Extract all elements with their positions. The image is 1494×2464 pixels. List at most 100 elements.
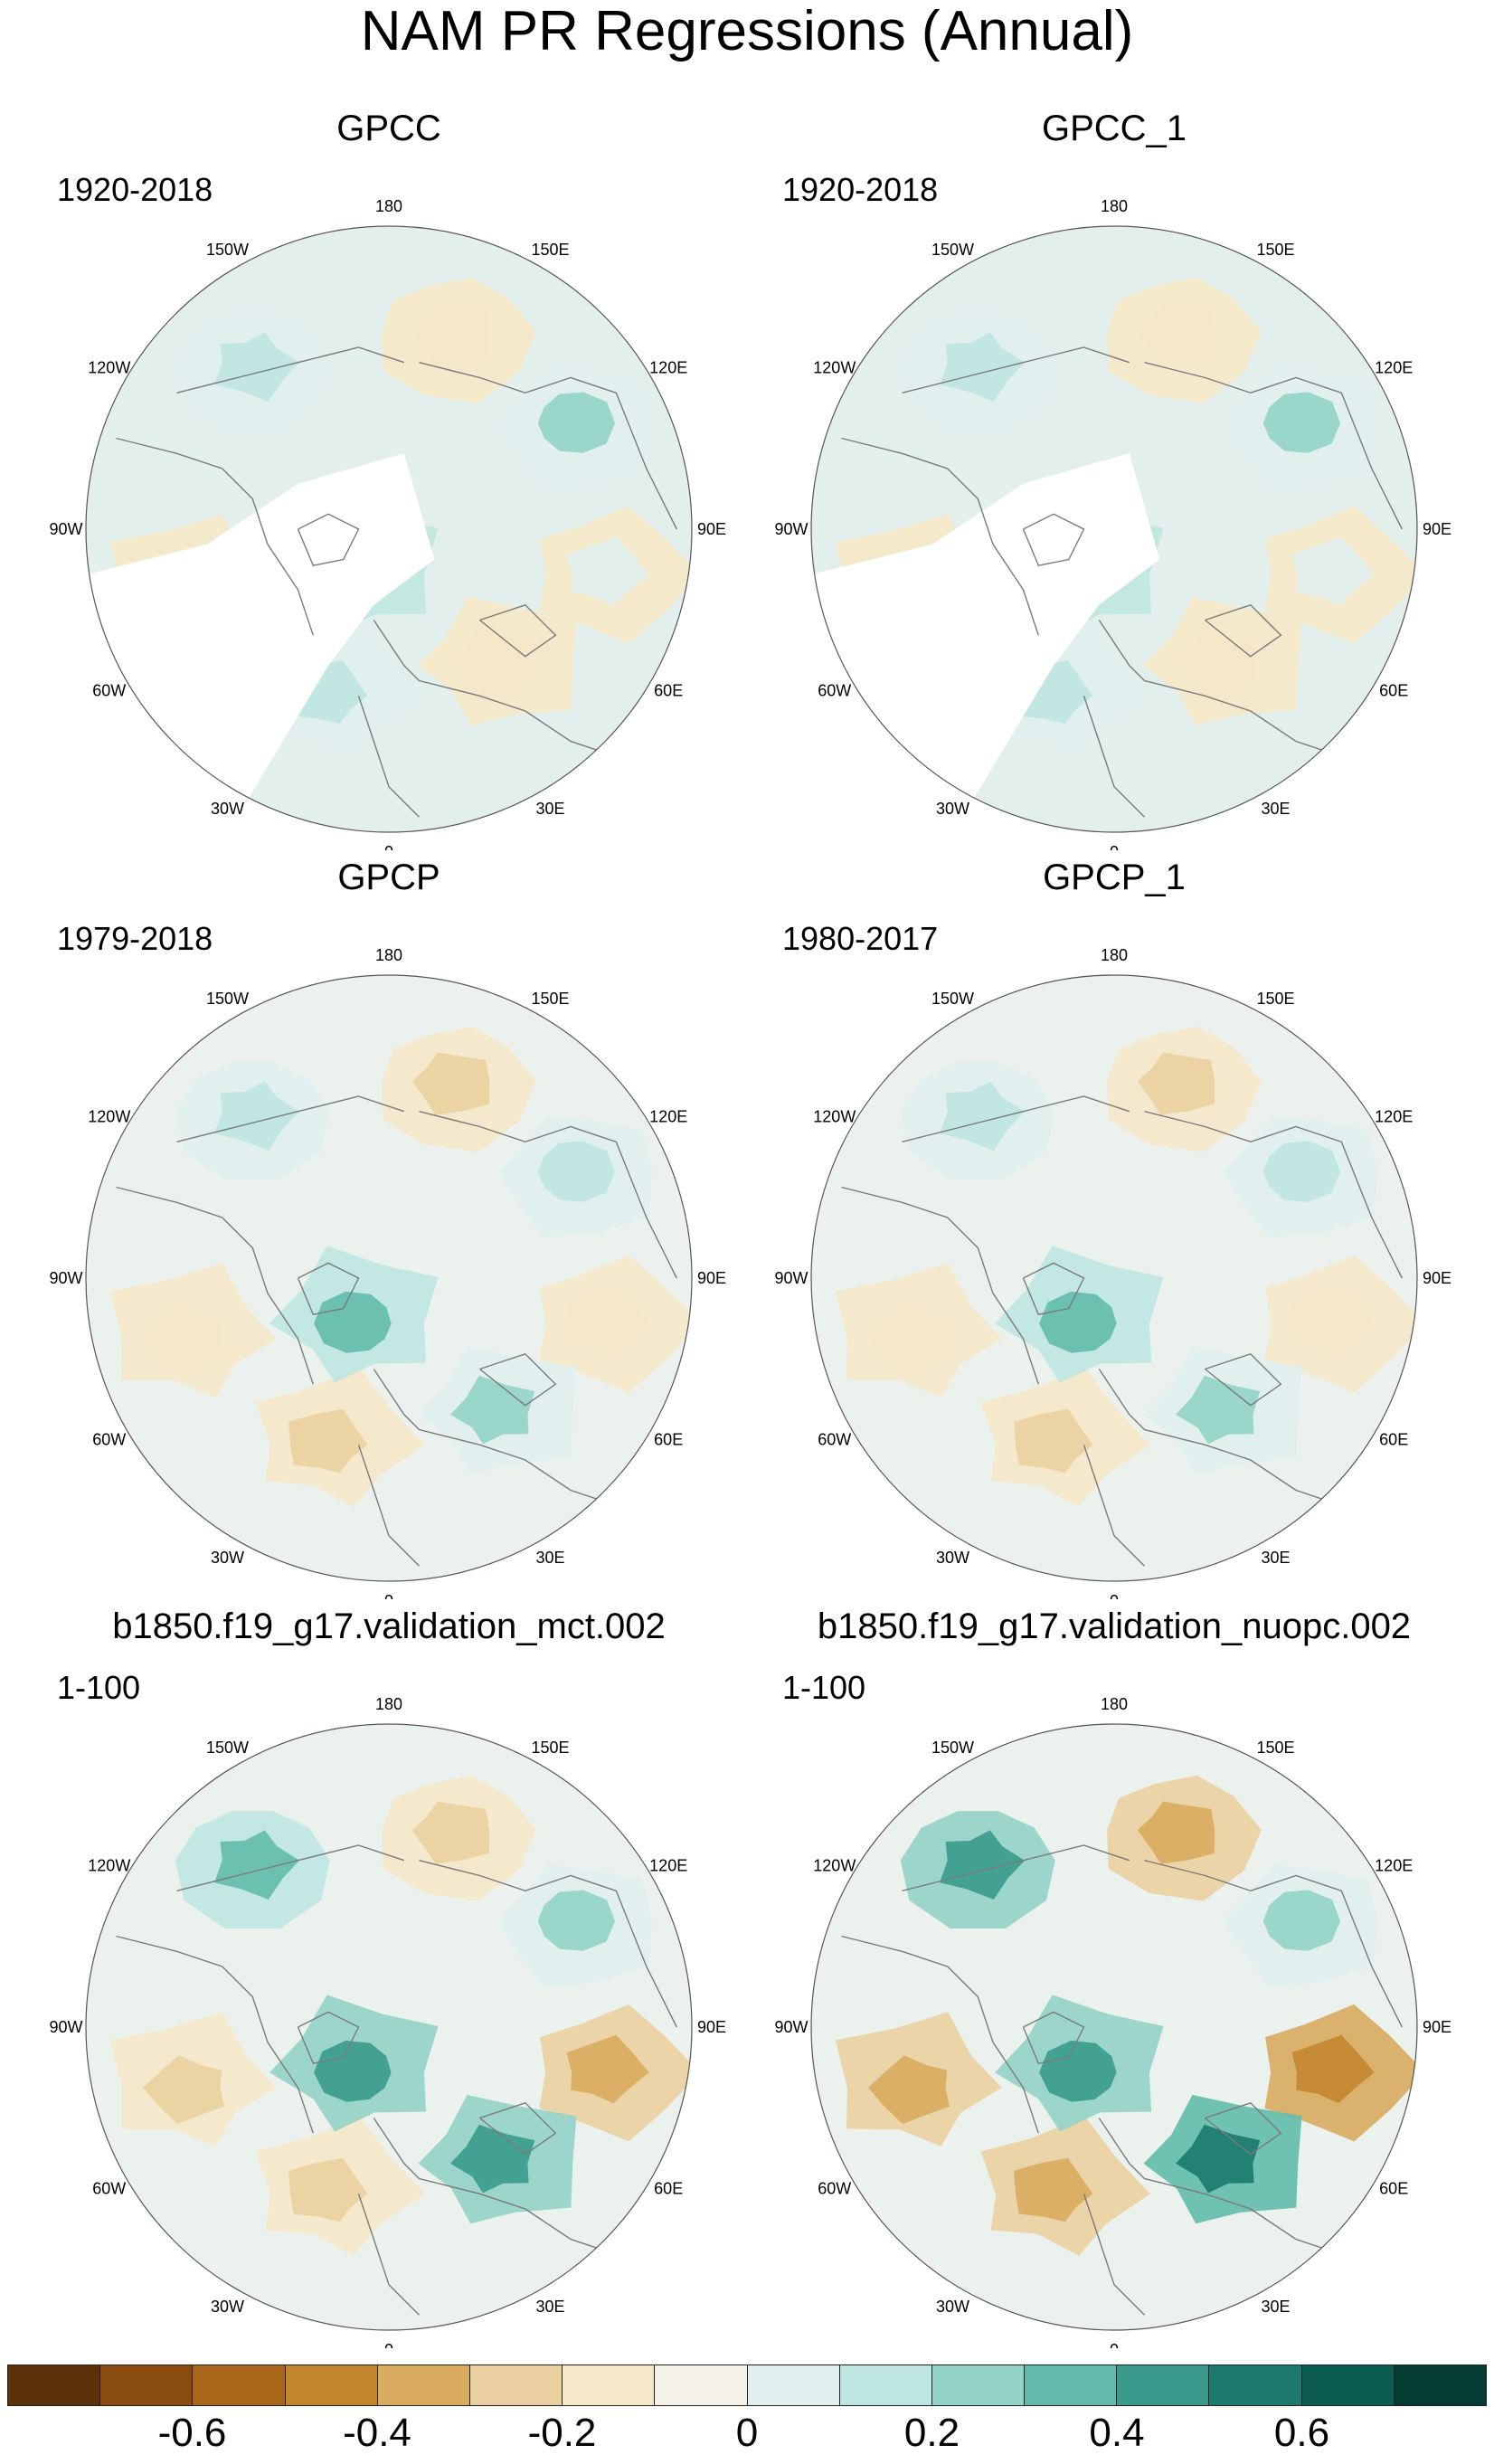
colorbar-swatch [839, 2364, 932, 2406]
longitude-label: 30E [1261, 1549, 1290, 1567]
map-panel-mct: b1850.f19_g17.validation_mct.002 1-100 1… [27, 1606, 751, 2348]
colorbar-swatch [1117, 2364, 1210, 2406]
longitude-label: 90E [697, 1269, 726, 1287]
coastline [116, 1935, 314, 2134]
field-contour [214, 1830, 300, 1900]
field-contour [566, 536, 649, 606]
longitude-label: 120E [1375, 1108, 1413, 1126]
colorbar-swatch [285, 2364, 378, 2406]
panel-title: GPCC_1 [1041, 109, 1187, 148]
longitude-label: 60W [92, 1431, 126, 1449]
field-contour [450, 2124, 535, 2194]
longitude-label: 60E [654, 2180, 683, 2198]
longitude-label: 180 [375, 197, 402, 215]
field-contour [142, 1306, 224, 1375]
longitude-label: 90W [49, 520, 82, 538]
polar-map: 180 150E 120E 90E 60E 30E 0 30W 60W 90W 120W 150W [49, 1695, 726, 2348]
longitude-label: 150E [1256, 1739, 1294, 1757]
field-contour [450, 1375, 535, 1445]
colorbar-label: 0.4 [1089, 2411, 1145, 2455]
map-boundary [85, 225, 693, 833]
longitude-label: 60W [818, 682, 851, 700]
longitude-label: 60W [92, 682, 126, 700]
map-boundary [810, 974, 1418, 1582]
field-contour [1291, 2034, 1375, 2104]
figure-title: NAM PR Regressions (Annual) [360, 0, 1134, 62]
field-contour [1291, 1285, 1375, 1355]
field-contour [1039, 1291, 1117, 1353]
colorbar-swatch [655, 2364, 748, 2406]
field-contour [314, 1291, 392, 1353]
field-contour [537, 392, 616, 453]
polar-map: 180 150E 120E 90E 60E 30E 0 30W 60W 90W 120W 150W [774, 197, 1451, 850]
colorbar-label: -0.2 [527, 2411, 597, 2455]
coastline [357, 696, 420, 818]
coastline [841, 437, 1039, 636]
coastline [479, 1352, 557, 1407]
colorbar-swatch [469, 2364, 563, 2406]
longitude-label: 90W [49, 1269, 82, 1287]
longitude-label: 150W [206, 1739, 249, 1757]
map-field [811, 975, 1417, 1581]
longitude-label: 90W [774, 2018, 808, 2036]
map-field [86, 975, 692, 1581]
field-contour [940, 1830, 1026, 1900]
longitude-label: 60E [1379, 1431, 1408, 1449]
coastline [1083, 696, 1145, 818]
missing-data-region [811, 453, 1160, 818]
coastline [1083, 2194, 1145, 2316]
colorbar-label: 0 [735, 2411, 759, 2455]
panel-title: GPCC [336, 109, 441, 148]
colorbar [7, 2364, 1487, 2406]
coastline [116, 437, 314, 636]
colorbar-label: -0.4 [343, 2411, 411, 2455]
field-contour [1262, 392, 1341, 453]
field-contour [1262, 1141, 1341, 1202]
colorbar-swatch [747, 2364, 840, 2406]
coastline [1205, 1352, 1282, 1407]
coastline [419, 1860, 677, 2028]
map-field [811, 1724, 1417, 2330]
coastline [1022, 513, 1085, 566]
coastline [419, 362, 677, 530]
longitude-label: 60E [654, 682, 683, 700]
field-contour [566, 2034, 649, 2104]
longitude-label: 60E [654, 1431, 683, 1449]
field-contour [940, 1081, 1026, 1151]
longitude-label: 150W [931, 241, 974, 259]
longitude-label: 90W [774, 520, 808, 538]
longitude-label: 90E [1423, 520, 1451, 538]
longitude-label: 180 [1101, 197, 1128, 215]
panel-title: GPCP_1 [1043, 858, 1186, 897]
polar-map: 180 150E 120E 90E 60E 30E 0 30W 60W 90W 120W 150W [774, 946, 1451, 1599]
map-boundary [810, 225, 1418, 833]
coastline [479, 2101, 557, 2156]
map-panel-gpcc: GPCC 1920-2018 180 150E 120E 90E 60E 30E 0 30W 6… [27, 109, 751, 850]
longitude-label: 120E [1375, 359, 1413, 377]
longitude-label: 180 [1101, 946, 1128, 964]
longitude-label: 150E [531, 1739, 569, 1757]
longitude-label: 90E [697, 520, 726, 538]
coastline [297, 2011, 360, 2064]
coastline [1098, 2118, 1342, 2255]
period-label: 1979-2018 [57, 920, 213, 957]
longitude-label: 30W [936, 2298, 969, 2316]
coastline [902, 346, 1130, 393]
coastline [479, 603, 557, 658]
map-panel-gpcp-1: GPCP_1 1980-2017 180 150E 120E 90E 60E 30E 0 30… [752, 858, 1476, 1599]
longitude-label: 150W [931, 1739, 974, 1757]
field-contour [1137, 1801, 1215, 1864]
longitude-label: 150E [531, 990, 569, 1008]
colorbar-swatch [931, 2364, 1026, 2406]
coastline [1098, 1369, 1342, 1506]
longitude-label: 120W [813, 359, 856, 377]
panel-title: b1850.f19_g17.validation_nuopc.002 [817, 1606, 1412, 1646]
colorbar-label: 0.2 [903, 2411, 960, 2455]
field-contour [1039, 2040, 1117, 2102]
colorbar-swatch [1209, 2364, 1302, 2406]
longitude-label: 30E [1261, 800, 1290, 818]
longitude-label: 150W [206, 241, 249, 259]
longitude-label: 120W [813, 1857, 856, 1875]
longitude-label: 60W [818, 1431, 851, 1449]
coastline [116, 1186, 314, 1385]
